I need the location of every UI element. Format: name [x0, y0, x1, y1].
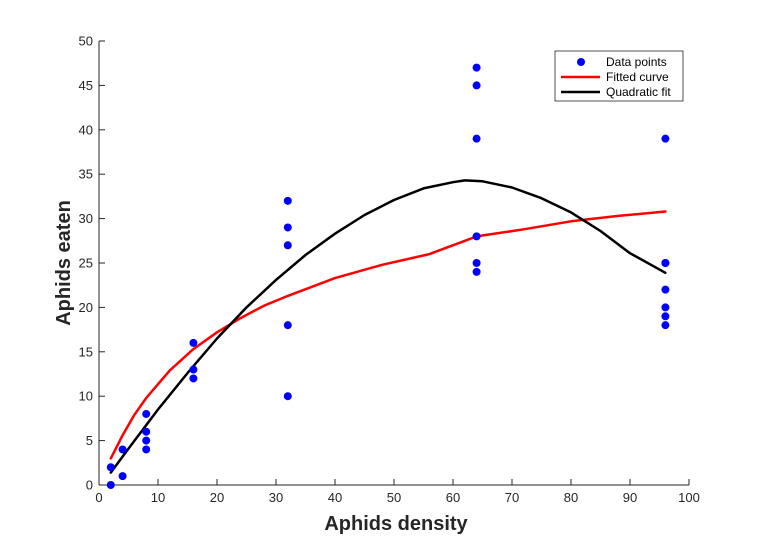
data-point [142, 409, 151, 418]
y-tick-label: 20 [79, 300, 93, 315]
x-axis-title: Aphids density [324, 513, 468, 535]
data-point [189, 374, 198, 383]
data-point [106, 481, 115, 489]
fit-curves [109, 179, 667, 474]
data-point [661, 259, 670, 267]
data-point [661, 285, 670, 294]
x-tick-label: 70 [505, 490, 519, 505]
x-tick-label: 40 [328, 490, 342, 505]
y-tick-label: 45 [79, 78, 93, 93]
x-tick-label: 90 [623, 490, 637, 505]
data-point [142, 436, 151, 445]
y-tick-label: 0 [86, 478, 93, 493]
x-tick-label: 80 [564, 490, 578, 505]
x-axis-ticks: 0 10 20 30 40 50 60 70 80 90 100 [95, 479, 700, 505]
fitted-curve-line [109, 210, 667, 460]
y-axis-title: Aphids eaten [53, 200, 75, 326]
data-point [661, 312, 670, 321]
data-point [661, 303, 670, 312]
y-tick-label: 25 [79, 256, 93, 271]
data-point [283, 392, 292, 401]
x-tick-label: 100 [678, 490, 700, 505]
data-point [118, 472, 127, 481]
y-tick-label: 30 [79, 211, 93, 226]
data-point [472, 63, 481, 72]
y-tick-label: 35 [79, 167, 93, 182]
y-axis-ticks: 0 5 10 15 20 25 30 35 40 45 50 [79, 34, 105, 493]
x-tick-label: 50 [387, 490, 401, 505]
legend-label-quadratic-fit: Quadratic fit [606, 85, 671, 99]
x-tick-label: 10 [151, 490, 165, 505]
legend-swatch-data-points [577, 58, 585, 66]
y-tick-label: 15 [79, 344, 93, 359]
y-tick-label: 50 [79, 34, 93, 49]
legend-label-data-points: Data points [606, 55, 667, 69]
data-point [189, 338, 198, 347]
data-point [661, 134, 670, 143]
data-point [142, 445, 151, 454]
data-point [189, 365, 198, 374]
data-point [472, 134, 481, 143]
y-tick-label: 10 [79, 389, 93, 404]
data-point [472, 259, 481, 267]
y-tick-label: 40 [79, 122, 93, 137]
data-point [283, 196, 292, 205]
data-point [472, 232, 481, 241]
data-point [661, 321, 670, 330]
data-point [283, 223, 292, 232]
data-point [472, 267, 481, 276]
x-tick-label: 0 [95, 490, 102, 505]
data-point [472, 81, 481, 90]
x-tick-label: 60 [446, 490, 460, 505]
x-tick-label: 30 [269, 490, 283, 505]
x-tick-label: 20 [210, 490, 224, 505]
y-tick-label: 5 [86, 433, 93, 448]
data-point [142, 427, 151, 436]
data-points [106, 63, 670, 489]
data-point [118, 445, 127, 454]
quadratic-fit-line [109, 179, 667, 474]
data-point [283, 241, 292, 250]
data-point [283, 321, 292, 330]
legend-label-fitted-curve: Fitted curve [606, 70, 669, 84]
data-point [106, 463, 115, 472]
